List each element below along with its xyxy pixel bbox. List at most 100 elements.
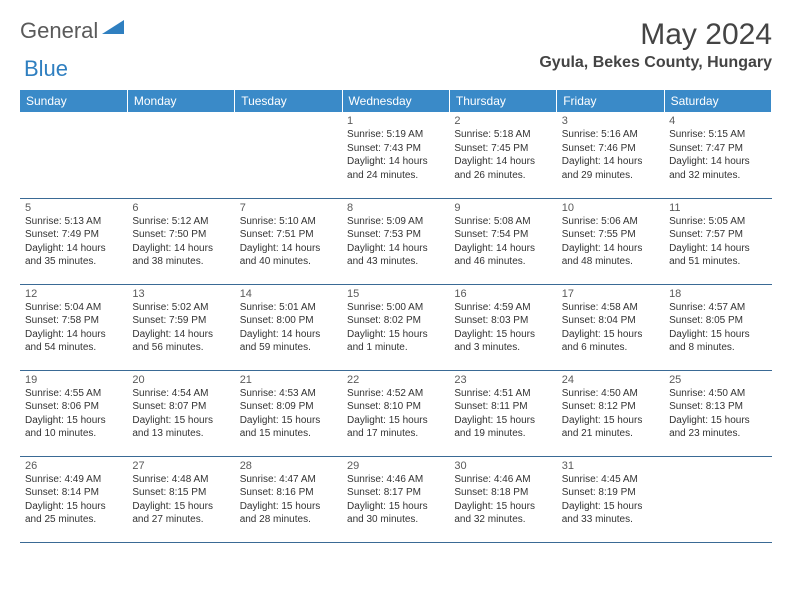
sunrise-text: Sunrise: 5:02 AM: [132, 301, 229, 315]
daylight-text: Daylight: 14 hours and 43 minutes.: [347, 242, 444, 269]
day-number: 2: [454, 115, 551, 127]
calendar-cell: 3Sunrise: 5:16 AMSunset: 7:46 PMDaylight…: [557, 112, 664, 198]
daylight-text: Daylight: 14 hours and 26 minutes.: [454, 155, 551, 182]
sunrise-text: Sunrise: 5:01 AM: [240, 301, 337, 315]
day-info: Sunrise: 4:50 AMSunset: 8:13 PMDaylight:…: [669, 387, 766, 441]
daylight-text: Daylight: 15 hours and 21 minutes.: [562, 414, 659, 441]
daylight-text: Daylight: 14 hours and 32 minutes.: [669, 155, 766, 182]
logo-text-general: General: [20, 18, 98, 44]
sunrise-text: Sunrise: 4:54 AM: [132, 387, 229, 401]
calendar-week-row: 26Sunrise: 4:49 AMSunset: 8:14 PMDayligh…: [20, 456, 772, 542]
sunrise-text: Sunrise: 5:13 AM: [25, 215, 122, 229]
calendar-cell: 2Sunrise: 5:18 AMSunset: 7:45 PMDaylight…: [449, 112, 556, 198]
day-info: Sunrise: 5:12 AMSunset: 7:50 PMDaylight:…: [132, 215, 229, 269]
day-number: 14: [240, 288, 337, 300]
sunrise-text: Sunrise: 5:15 AM: [669, 128, 766, 142]
daylight-text: Daylight: 14 hours and 40 minutes.: [240, 242, 337, 269]
sunset-text: Sunset: 8:14 PM: [25, 486, 122, 500]
daylight-text: Daylight: 15 hours and 25 minutes.: [25, 500, 122, 527]
calendar-cell: 6Sunrise: 5:12 AMSunset: 7:50 PMDaylight…: [127, 198, 234, 284]
day-number: 10: [562, 202, 659, 214]
day-number: 31: [562, 460, 659, 472]
calendar-head: SundayMondayTuesdayWednesdayThursdayFrid…: [20, 90, 772, 112]
title-block: May 2024 Gyula, Bekes County, Hungary: [539, 18, 772, 72]
sunset-text: Sunset: 8:03 PM: [454, 314, 551, 328]
sunset-text: Sunset: 8:11 PM: [454, 400, 551, 414]
daylight-text: Daylight: 15 hours and 1 minute.: [347, 328, 444, 355]
day-info: Sunrise: 5:19 AMSunset: 7:43 PMDaylight:…: [347, 128, 444, 182]
day-number: 16: [454, 288, 551, 300]
sunrise-text: Sunrise: 5:00 AM: [347, 301, 444, 315]
day-number: 17: [562, 288, 659, 300]
day-info: Sunrise: 4:46 AMSunset: 8:17 PMDaylight:…: [347, 473, 444, 527]
sunrise-text: Sunrise: 5:06 AM: [562, 215, 659, 229]
sunrise-text: Sunrise: 4:48 AM: [132, 473, 229, 487]
sunset-text: Sunset: 7:53 PM: [347, 228, 444, 242]
day-number: 23: [454, 374, 551, 386]
day-number: 7: [240, 202, 337, 214]
daylight-text: Daylight: 15 hours and 3 minutes.: [454, 328, 551, 355]
sunrise-text: Sunrise: 4:50 AM: [562, 387, 659, 401]
calendar-body: 1Sunrise: 5:19 AMSunset: 7:43 PMDaylight…: [20, 112, 772, 542]
sunset-text: Sunset: 8:19 PM: [562, 486, 659, 500]
daylight-text: Daylight: 15 hours and 8 minutes.: [669, 328, 766, 355]
day-number: 15: [347, 288, 444, 300]
sunset-text: Sunset: 7:47 PM: [669, 142, 766, 156]
calendar-week-row: 19Sunrise: 4:55 AMSunset: 8:06 PMDayligh…: [20, 370, 772, 456]
day-info: Sunrise: 4:45 AMSunset: 8:19 PMDaylight:…: [562, 473, 659, 527]
calendar-cell: 29Sunrise: 4:46 AMSunset: 8:17 PMDayligh…: [342, 456, 449, 542]
day-number: 21: [240, 374, 337, 386]
sunrise-text: Sunrise: 4:52 AM: [347, 387, 444, 401]
calendar-cell: 21Sunrise: 4:53 AMSunset: 8:09 PMDayligh…: [235, 370, 342, 456]
location: Gyula, Bekes County, Hungary: [539, 54, 772, 72]
sunset-text: Sunset: 8:16 PM: [240, 486, 337, 500]
day-info: Sunrise: 4:55 AMSunset: 8:06 PMDaylight:…: [25, 387, 122, 441]
day-number: 8: [347, 202, 444, 214]
day-header: Thursday: [449, 90, 556, 112]
calendar-cell: 17Sunrise: 4:58 AMSunset: 8:04 PMDayligh…: [557, 284, 664, 370]
sunrise-text: Sunrise: 4:53 AM: [240, 387, 337, 401]
day-info: Sunrise: 5:18 AMSunset: 7:45 PMDaylight:…: [454, 128, 551, 182]
sunrise-text: Sunrise: 4:45 AM: [562, 473, 659, 487]
day-number: 22: [347, 374, 444, 386]
month-title: May 2024: [539, 18, 772, 52]
day-number: 20: [132, 374, 229, 386]
day-info: Sunrise: 4:48 AMSunset: 8:15 PMDaylight:…: [132, 473, 229, 527]
sunrise-text: Sunrise: 5:10 AM: [240, 215, 337, 229]
day-info: Sunrise: 5:00 AMSunset: 8:02 PMDaylight:…: [347, 301, 444, 355]
day-info: Sunrise: 4:58 AMSunset: 8:04 PMDaylight:…: [562, 301, 659, 355]
calendar-cell: [664, 456, 771, 542]
day-number: 1: [347, 115, 444, 127]
day-number: 3: [562, 115, 659, 127]
sunset-text: Sunset: 8:07 PM: [132, 400, 229, 414]
sunset-text: Sunset: 8:05 PM: [669, 314, 766, 328]
sunset-text: Sunset: 7:49 PM: [25, 228, 122, 242]
daylight-text: Daylight: 15 hours and 30 minutes.: [347, 500, 444, 527]
sunset-text: Sunset: 7:57 PM: [669, 228, 766, 242]
day-info: Sunrise: 5:02 AMSunset: 7:59 PMDaylight:…: [132, 301, 229, 355]
day-info: Sunrise: 5:04 AMSunset: 7:58 PMDaylight:…: [25, 301, 122, 355]
calendar-cell: 11Sunrise: 5:05 AMSunset: 7:57 PMDayligh…: [664, 198, 771, 284]
day-info: Sunrise: 5:16 AMSunset: 7:46 PMDaylight:…: [562, 128, 659, 182]
calendar-cell: [235, 112, 342, 198]
day-number: 4: [669, 115, 766, 127]
calendar-cell: 10Sunrise: 5:06 AMSunset: 7:55 PMDayligh…: [557, 198, 664, 284]
sunset-text: Sunset: 8:17 PM: [347, 486, 444, 500]
day-number: 6: [132, 202, 229, 214]
sunset-text: Sunset: 8:18 PM: [454, 486, 551, 500]
calendar-cell: [127, 112, 234, 198]
sunset-text: Sunset: 7:50 PM: [132, 228, 229, 242]
day-info: Sunrise: 4:59 AMSunset: 8:03 PMDaylight:…: [454, 301, 551, 355]
day-info: Sunrise: 4:46 AMSunset: 8:18 PMDaylight:…: [454, 473, 551, 527]
sunset-text: Sunset: 7:46 PM: [562, 142, 659, 156]
calendar-cell: 12Sunrise: 5:04 AMSunset: 7:58 PMDayligh…: [20, 284, 127, 370]
day-number: 26: [25, 460, 122, 472]
sunset-text: Sunset: 7:43 PM: [347, 142, 444, 156]
day-info: Sunrise: 5:06 AMSunset: 7:55 PMDaylight:…: [562, 215, 659, 269]
sunset-text: Sunset: 7:55 PM: [562, 228, 659, 242]
sunrise-text: Sunrise: 4:57 AM: [669, 301, 766, 315]
sunset-text: Sunset: 8:13 PM: [669, 400, 766, 414]
daylight-text: Daylight: 14 hours and 59 minutes.: [240, 328, 337, 355]
day-info: Sunrise: 5:15 AMSunset: 7:47 PMDaylight:…: [669, 128, 766, 182]
calendar-week-row: 5Sunrise: 5:13 AMSunset: 7:49 PMDaylight…: [20, 198, 772, 284]
